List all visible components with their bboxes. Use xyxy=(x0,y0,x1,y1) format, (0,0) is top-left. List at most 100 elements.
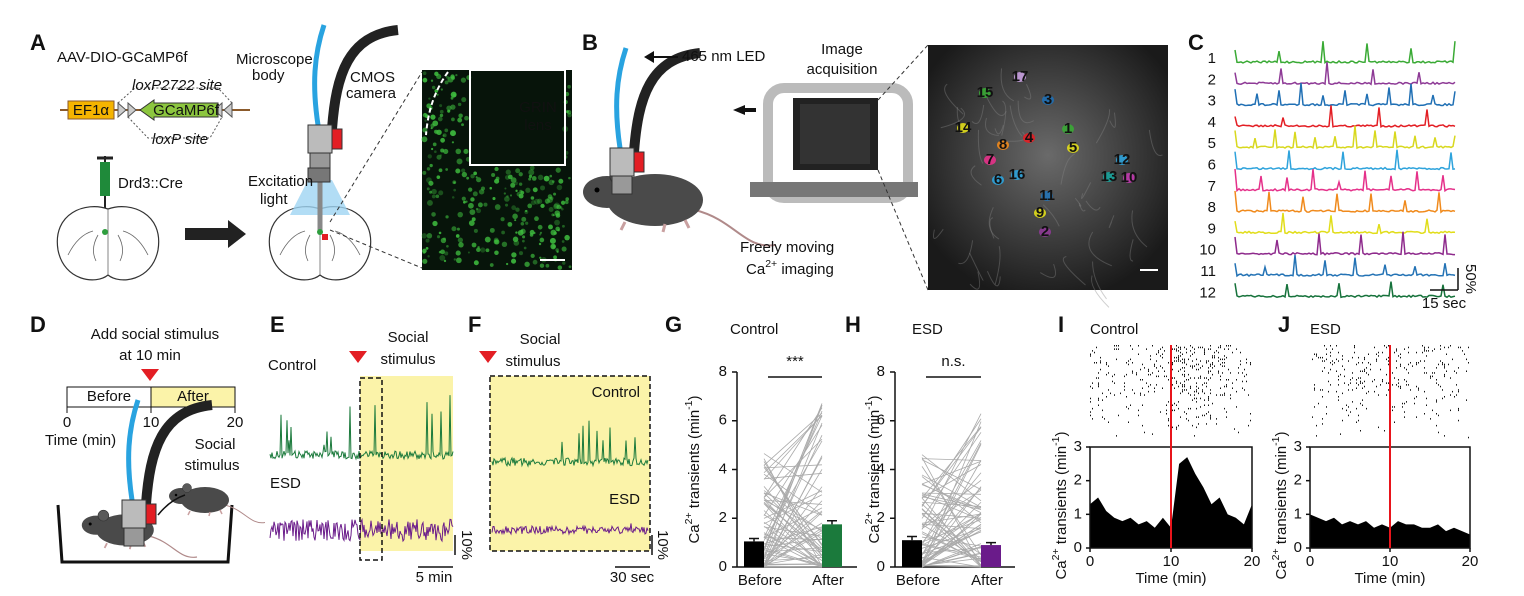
neuron xyxy=(431,188,437,195)
neuron xyxy=(444,251,449,256)
raster-event xyxy=(1224,385,1225,388)
neuron xyxy=(549,237,556,244)
raster-event xyxy=(1408,372,1409,374)
raster-event xyxy=(1152,372,1153,374)
raster-event xyxy=(1212,362,1213,364)
paired-line xyxy=(763,499,823,531)
raster-event xyxy=(1440,348,1441,350)
label: F xyxy=(468,312,481,337)
trace xyxy=(1234,62,1456,86)
raster-event xyxy=(1172,404,1173,406)
raster-event xyxy=(1214,356,1215,359)
raster-event xyxy=(1190,407,1191,410)
raster-event xyxy=(1236,379,1237,381)
roi-label: 7 xyxy=(986,151,994,168)
raster-event xyxy=(1438,384,1439,386)
neuron xyxy=(468,187,473,192)
raster-event xyxy=(1400,363,1401,366)
raster-event xyxy=(1406,401,1407,403)
neuron xyxy=(461,171,468,178)
raster-event xyxy=(1226,356,1227,359)
label: Ca2+ imaging xyxy=(746,258,834,278)
raster-event xyxy=(1202,346,1203,349)
neuron xyxy=(471,242,477,248)
raster-event xyxy=(1368,390,1369,393)
raster-event xyxy=(1208,397,1209,400)
raster-event xyxy=(1388,389,1389,391)
raster-event xyxy=(1450,345,1451,347)
vessel xyxy=(977,129,984,164)
raster-event xyxy=(1236,390,1237,393)
raster-event xyxy=(1426,372,1427,374)
label: 10% xyxy=(458,530,475,560)
neuron xyxy=(562,261,566,265)
raster-event xyxy=(1112,380,1113,383)
raster-event xyxy=(1450,394,1451,396)
neuron xyxy=(470,173,475,179)
raster-event xyxy=(1226,385,1227,388)
raster-event xyxy=(1250,419,1251,422)
blue-cable xyxy=(312,24,327,126)
raster-event xyxy=(1332,348,1333,350)
raster-event xyxy=(1140,368,1141,371)
neuron xyxy=(501,230,505,235)
raster-event xyxy=(1108,421,1109,423)
y-axis-label-part: -1 xyxy=(1050,436,1062,445)
raster-event xyxy=(1126,406,1127,408)
neuron xyxy=(504,203,509,207)
neuron xyxy=(515,168,521,174)
mouse-feet xyxy=(187,509,223,517)
raster-event xyxy=(1184,358,1185,361)
raster-event xyxy=(1374,390,1375,393)
raster-event xyxy=(1206,413,1207,415)
vessel xyxy=(932,228,944,239)
neuron xyxy=(516,191,521,197)
raster-event xyxy=(1392,406,1393,408)
raster-event xyxy=(1244,375,1245,378)
raster-event xyxy=(1182,362,1183,364)
raster-event xyxy=(1226,384,1227,386)
neuron xyxy=(495,176,500,181)
roi-label: 15 xyxy=(977,84,994,101)
promoter-box xyxy=(67,100,115,120)
lox-site xyxy=(127,101,137,119)
label: I xyxy=(1058,312,1064,337)
raster-event xyxy=(1166,375,1167,378)
x-tick-label: 20 xyxy=(1244,553,1261,570)
vessel xyxy=(970,165,982,186)
vessel xyxy=(1017,100,1034,124)
raster-event xyxy=(1210,418,1211,420)
y-axis-label: Ca2+ transients (min-1) xyxy=(683,395,703,543)
neuron xyxy=(444,80,449,85)
raster-event xyxy=(1382,351,1383,354)
paired-line xyxy=(921,444,982,563)
raster-event xyxy=(1174,377,1175,379)
raster-event xyxy=(1324,367,1325,369)
neuron xyxy=(480,247,486,253)
raster-event xyxy=(1456,384,1457,386)
raster-event xyxy=(1178,424,1179,427)
y-axis-label-part: ) xyxy=(686,395,703,400)
vessel xyxy=(971,104,985,125)
neuron xyxy=(565,197,570,201)
neuron xyxy=(532,259,538,265)
tick-label: 0 xyxy=(63,414,71,431)
raster-event xyxy=(1340,433,1341,435)
neuron xyxy=(443,148,449,155)
raster-event xyxy=(1172,409,1173,412)
label: Time (min) xyxy=(45,432,116,449)
raster-event xyxy=(1146,348,1147,350)
raster-event xyxy=(1386,358,1387,361)
neuron xyxy=(455,250,461,256)
raster-event xyxy=(1438,431,1439,434)
neuron xyxy=(442,133,447,138)
raster-event xyxy=(1094,351,1095,354)
raster-event xyxy=(1174,409,1175,412)
raster-event xyxy=(1400,365,1401,367)
raster-event xyxy=(1208,399,1209,401)
raster-event xyxy=(1198,387,1199,389)
raster-event xyxy=(1392,372,1393,374)
tick-label: 10 xyxy=(143,414,160,431)
raster-event xyxy=(1090,385,1091,388)
raster-event xyxy=(1198,416,1199,418)
